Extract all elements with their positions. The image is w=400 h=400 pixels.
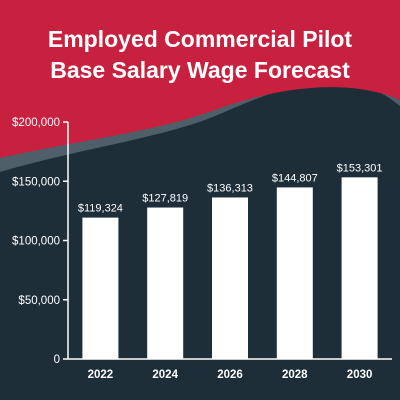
x-tick-label: 2024 bbox=[152, 369, 178, 381]
data-label-2024: $127,819 bbox=[142, 193, 188, 205]
header-red-band bbox=[0, 0, 400, 158]
x-tick-label: 2028 bbox=[282, 369, 308, 381]
axes: 0 $50,000 $100,000 $150,000 $200,000 bbox=[12, 117, 392, 366]
chart-title-line-2: Base Salary Wage Forecast bbox=[50, 57, 350, 83]
bar-2026 bbox=[212, 197, 248, 359]
y-tick-label: $200,000 bbox=[12, 117, 60, 129]
y-tick-label: $150,000 bbox=[12, 176, 60, 188]
data-label-2026: $136,313 bbox=[207, 182, 253, 194]
chart-title-line-1: Employed Commercial Pilot bbox=[48, 26, 353, 52]
x-tick-label: 2026 bbox=[217, 369, 243, 381]
y-tick-label: $100,000 bbox=[12, 236, 60, 248]
bar-2028 bbox=[276, 187, 313, 359]
bars: $119,324 2022 $127,819 2024 $136,313 2026 $144… bbox=[78, 162, 383, 381]
bar-2024 bbox=[147, 207, 184, 359]
data-label-2028: $144,807 bbox=[272, 172, 318, 184]
bar-2030 bbox=[341, 177, 378, 359]
data-label-2022: $119,324 bbox=[78, 203, 123, 215]
x-tick-label: 2030 bbox=[347, 369, 373, 381]
x-tick-label: 2022 bbox=[88, 369, 114, 381]
y-tick-label: $50,000 bbox=[18, 295, 60, 307]
y-tick-label: 0 bbox=[54, 354, 60, 366]
bar-2022 bbox=[82, 217, 119, 359]
data-label-2030: $153,301 bbox=[337, 162, 383, 174]
